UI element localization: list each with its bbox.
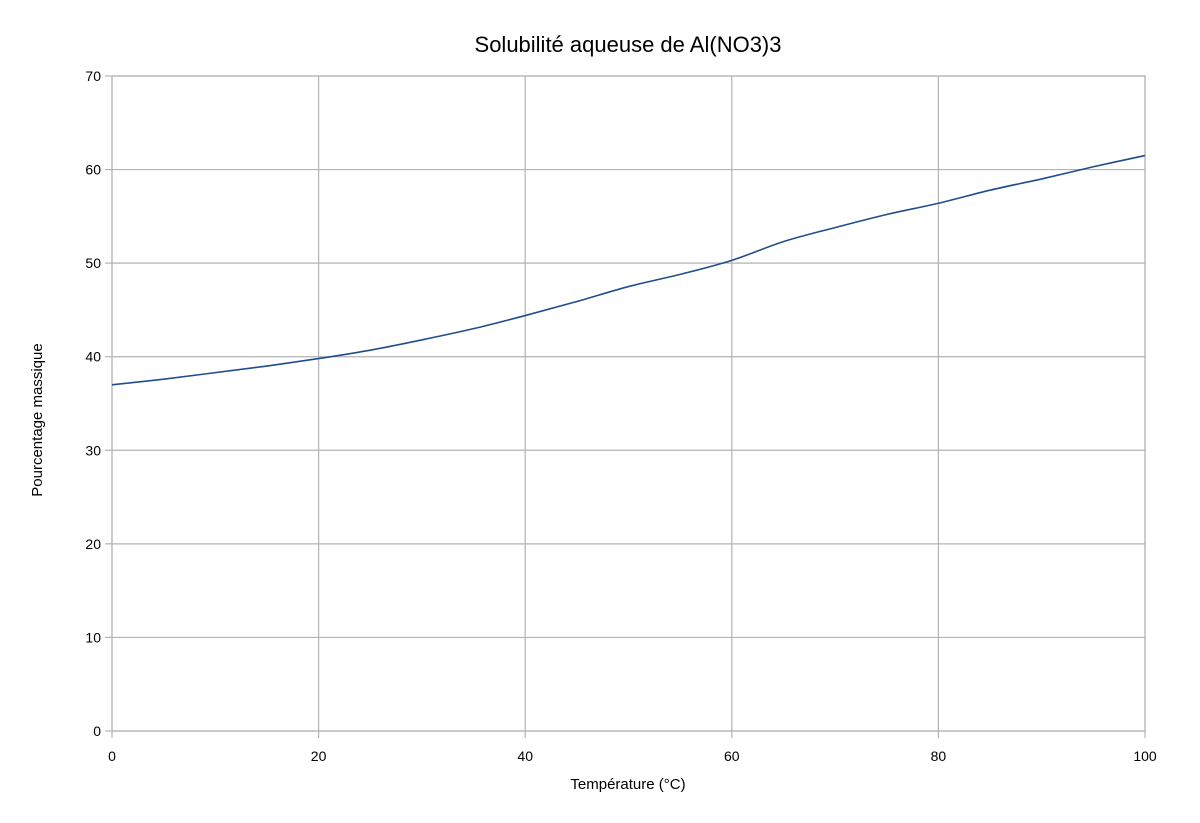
y-tick-label: 70: [85, 68, 101, 84]
y-tick-label: 30: [85, 442, 101, 458]
x-tick-label: 40: [517, 748, 533, 764]
y-tick-label: 20: [85, 536, 101, 552]
axes: [105, 76, 1145, 738]
series-lines: [112, 156, 1145, 385]
y-tick-label: 40: [85, 349, 101, 365]
x-tick-label: 0: [108, 748, 116, 764]
y-tick-label: 10: [85, 629, 101, 645]
series-line: [112, 156, 1145, 385]
y-tick-label: 60: [85, 162, 101, 178]
x-tick-label: 60: [724, 748, 740, 764]
y-tick-label: 50: [85, 255, 101, 271]
plot-frame: [112, 76, 1145, 731]
chart-title: Solubilité aqueuse de Al(NO3)3: [475, 32, 782, 57]
x-tick-label: 100: [1133, 748, 1157, 764]
tick-labels: 0 10 20 30 40 50 60 70 0 20 40 60 80 100: [85, 68, 1156, 764]
y-axis-label: Pourcentage massique: [29, 343, 46, 496]
x-tick-label: 20: [311, 748, 327, 764]
x-axis-label: Température (°C): [570, 776, 685, 793]
x-tick-label: 80: [931, 748, 947, 764]
y-tick-label: 0: [93, 723, 101, 739]
grid-lines: [112, 76, 1145, 731]
